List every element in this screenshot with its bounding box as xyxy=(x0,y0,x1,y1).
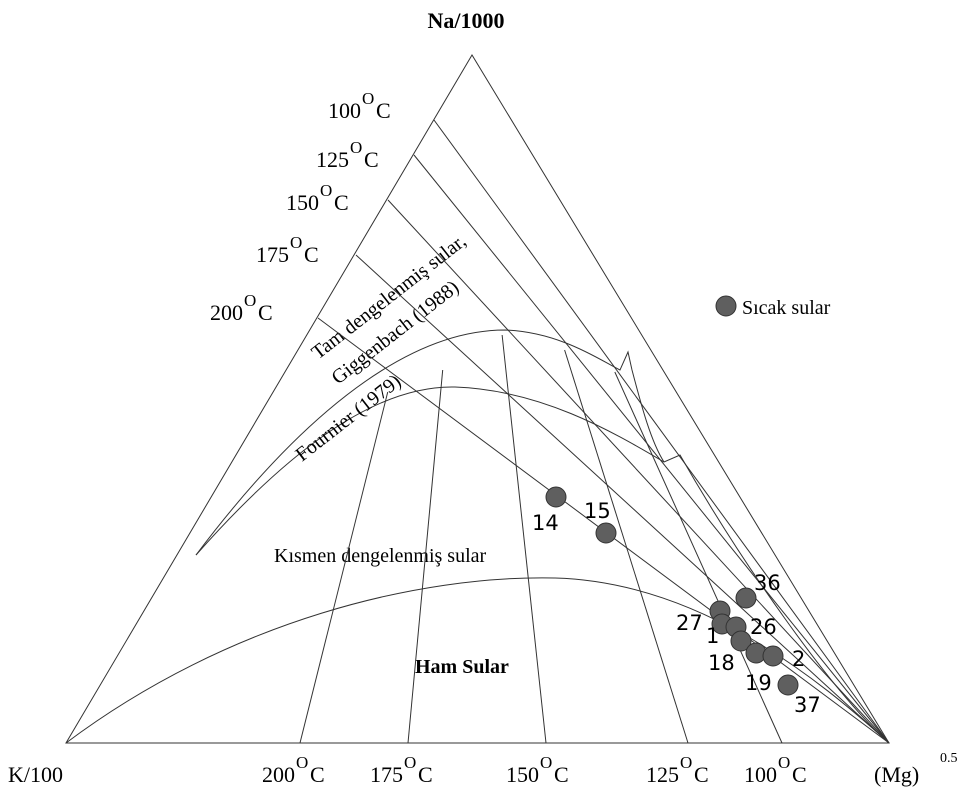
isotherm-line xyxy=(501,334,547,744)
unit: C xyxy=(694,762,709,787)
region-label: Kısmen dengelenmiş sular xyxy=(274,545,487,567)
isotherm-line xyxy=(614,371,783,744)
temperature: 125 xyxy=(316,147,349,172)
temperature: 175 xyxy=(256,242,289,267)
temperature: 125 xyxy=(646,762,679,787)
sample-label: 27 xyxy=(676,611,703,635)
degree: O xyxy=(680,753,692,772)
axis-right: (Mg) xyxy=(874,762,919,787)
region-label: Ham Sular xyxy=(415,656,509,678)
isotherm-line xyxy=(407,369,444,744)
sample-label: 14 xyxy=(532,511,559,535)
isotherm-line xyxy=(433,119,890,744)
axis-right-exponent: 0.5 xyxy=(940,751,958,766)
partial-equilibrium-curve xyxy=(65,577,890,744)
legend-marker xyxy=(715,295,737,317)
sample-point xyxy=(545,486,567,508)
isotherm-line xyxy=(564,349,689,744)
sample-label: 26 xyxy=(750,615,777,639)
temperature: 100 xyxy=(744,762,777,787)
degree: O xyxy=(540,753,552,772)
axis-top: Na/1000 xyxy=(428,8,505,33)
degree: O xyxy=(778,753,790,772)
unit: C xyxy=(554,762,569,787)
sample-label: 19 xyxy=(745,671,772,695)
temperature: 100 xyxy=(328,98,361,123)
isotherm-line xyxy=(299,391,389,744)
degree: O xyxy=(350,138,362,157)
degree: O xyxy=(362,89,374,108)
sample-point xyxy=(735,587,757,609)
sample-label: 36 xyxy=(754,571,781,595)
sample-point xyxy=(595,522,617,544)
temperature: 175 xyxy=(370,762,403,787)
degree: O xyxy=(290,233,302,252)
isotherm-line xyxy=(387,199,890,744)
unit: C xyxy=(304,242,319,267)
temperature: 200 xyxy=(210,300,243,325)
sample-label: 37 xyxy=(794,693,821,717)
sample-point xyxy=(762,645,784,667)
triangle xyxy=(65,54,890,744)
unit: C xyxy=(792,762,807,787)
sample-label: 15 xyxy=(584,499,611,523)
temperature: 150 xyxy=(286,190,319,215)
unit: C xyxy=(258,300,273,325)
region-label: Fournier (1979) xyxy=(292,370,406,466)
unit: C xyxy=(364,147,379,172)
degree: O xyxy=(320,181,332,200)
isotherm-line xyxy=(355,254,890,744)
sample-label: 1 xyxy=(706,624,719,648)
sample-label: 2 xyxy=(792,647,805,671)
unit: C xyxy=(376,98,391,123)
isotherm-line xyxy=(413,154,890,744)
unit: C xyxy=(418,762,433,787)
sample-point xyxy=(777,674,799,696)
fournier-curve xyxy=(195,386,665,556)
temperature: 150 xyxy=(506,762,539,787)
sample-label: 18 xyxy=(708,651,735,675)
legend-label: Sıcak sular xyxy=(742,297,831,319)
unit: C xyxy=(310,762,325,787)
axis-left: K/100 xyxy=(8,762,63,787)
unit: C xyxy=(334,190,349,215)
degree: O xyxy=(296,753,308,772)
degree: O xyxy=(404,753,416,772)
degree: O xyxy=(244,291,256,310)
temperature: 200 xyxy=(262,762,295,787)
sample-point xyxy=(730,630,752,652)
